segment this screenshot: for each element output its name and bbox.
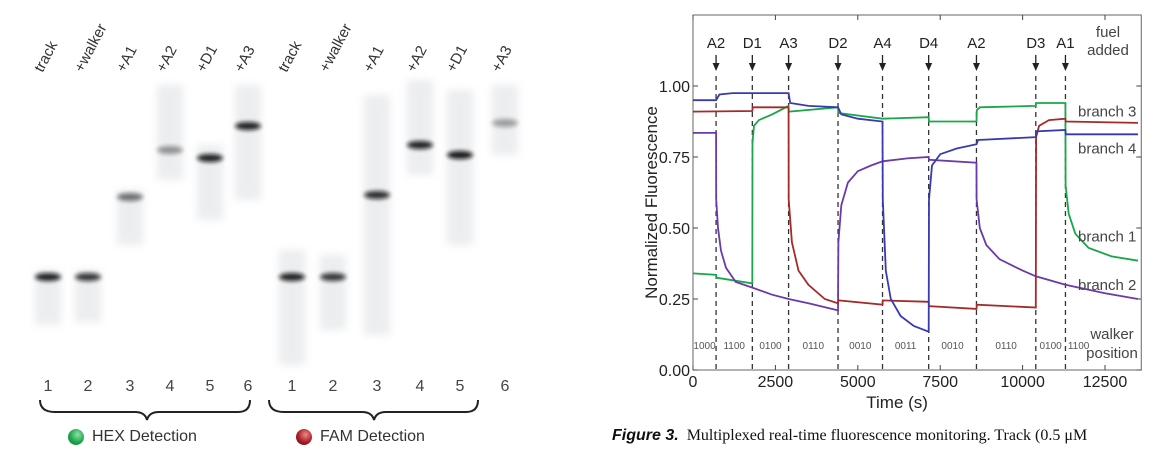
lane-number: 4 [415,378,425,395]
lane-number: 1 [43,378,53,395]
gel-band [235,122,261,130]
y-axis-label: Normalized Fluorescence [642,106,661,299]
series-label: branch 3 [1078,104,1136,121]
gel-smear [407,80,433,175]
caption-label: Figure 3. [612,427,679,444]
x-tick-label: 5000 [840,374,876,391]
arrow-down-icon [712,63,720,71]
lane-number: 6 [500,378,510,395]
series-line-branch-1 [692,102,1139,285]
walker-position-label: 0010 [941,341,964,352]
lane-number: 4 [165,378,175,395]
gel-band [407,141,433,149]
fam-brace [268,399,479,421]
fuel-event-label: A2 [707,35,725,52]
series-line-branch-3 [692,106,1139,310]
caption-text: Multiplexed real-time fluorescence monit… [686,427,1088,444]
walker-position-label: 0011 [895,341,917,352]
walker-position-label: 0100 [1039,341,1062,352]
gel-band [447,151,473,159]
y-tick-label: 1.00 [659,79,690,96]
fuel-event-label: D3 [1026,35,1045,52]
y-tick-label: 0.00 [659,363,690,380]
arrow-down-icon [925,63,933,71]
gel-band [75,273,101,281]
fuel-event-label: D2 [828,35,847,52]
arrow-down-icon [972,63,980,71]
lane-number: 6 [243,378,253,395]
fuel-added-header: fuel [1096,24,1120,41]
x-tick-label: 2500 [758,374,794,391]
fam-detection-label: FAM Detection [320,428,425,445]
series-line-branch-2 [693,132,1139,312]
walker-position-label: 1100 [723,341,745,352]
hex-detection-label: HEX Detection [92,428,197,445]
series-label: branch 2 [1078,277,1136,294]
walker-position-header: walker [1089,326,1133,343]
lane-number: 3 [125,378,135,395]
series-line-branch-4 [693,92,1138,334]
gel-smear [157,85,183,180]
fuel-event-label: D1 [743,35,762,52]
x-tick-label: 10000 [1000,374,1045,391]
walker-position-label: 1000 [693,341,716,352]
gel-smear [279,250,305,365]
fuel-event-label: A2 [967,35,985,52]
gel-smear [320,255,346,330]
gel-smear [235,85,261,200]
arrow-down-icon [879,63,887,71]
fuel-event-label: A4 [873,35,891,52]
series-label: branch 1 [1078,229,1136,246]
gel-band [157,146,183,154]
x-tick-label: 7500 [922,374,958,391]
y-tick-label: 0.75 [659,150,690,167]
lane-number: 2 [328,378,338,395]
x-tick-label: 0 [689,374,698,391]
hex-detection-legend: HEX Detection [68,428,197,446]
walker-position-label: 0010 [849,341,872,352]
gel-band [279,273,305,281]
arrow-down-icon [1061,63,1069,71]
x-axis-label: Time (s) [866,393,928,412]
hex-dot-icon [68,429,84,445]
gel-band [364,191,390,199]
arrow-down-icon [748,63,756,71]
fam-dot-icon [296,429,312,445]
walker-position-label: 1100 [1068,341,1090,352]
figure-caption: Figure 3. Multiplexed real-time fluoresc… [612,427,1087,445]
gel-band [320,273,346,281]
arrow-down-icon [785,63,793,71]
fuel-added-header: added [1087,42,1129,59]
arrow-down-icon [834,63,842,71]
fuel-event-label: A3 [779,35,797,52]
y-tick-label: 0.50 [659,221,690,238]
arrow-down-icon [1032,63,1040,71]
walker-position-header: position [1086,345,1138,362]
walker-position-label: 0100 [759,341,782,352]
gel-band [117,193,143,201]
lane-number: 2 [83,378,93,395]
fuel-event-label: D4 [919,35,938,52]
gel-band [197,154,223,162]
fuel-event-label: A1 [1056,35,1074,52]
gel-smear [447,90,473,245]
lane-number: 3 [372,378,382,395]
gel-band [492,119,518,127]
y-tick-label: 0.25 [659,292,690,309]
series-label: branch 4 [1078,140,1136,157]
gel-smear [364,95,390,335]
lane-number: 5 [455,378,465,395]
hex-brace [39,399,251,421]
walker-position-label: 0110 [995,341,1017,352]
walker-position-label: 0110 [803,341,825,352]
x-tick-label: 12500 [1083,374,1128,391]
lane-number: 1 [287,378,297,395]
fam-detection-legend: FAM Detection [296,428,425,446]
gel-images [35,80,518,421]
gel-band [35,273,61,281]
plot-frame [692,14,1142,371]
lane-number: 5 [205,378,215,395]
